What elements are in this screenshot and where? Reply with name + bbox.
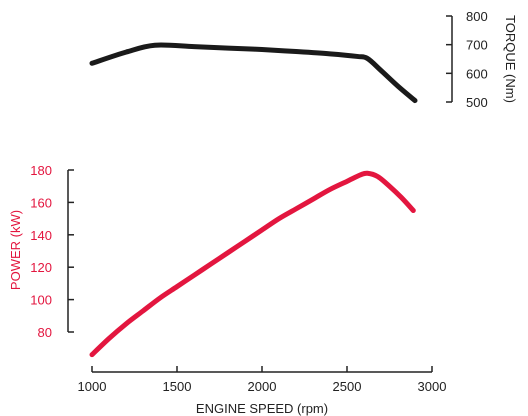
x-tick-label: 2000 — [248, 379, 277, 394]
x-tick-label: 3000 — [418, 379, 447, 394]
power-axis: 80 100 120 140 160 180 POWER (kW) — [8, 163, 74, 340]
torque-series-line — [89, 42, 418, 104]
x-tick-group: 1000 1500 2000 2500 3000 — [78, 366, 447, 394]
x-tick-label: 2500 — [333, 379, 362, 394]
power-axis-title: POWER (kW) — [8, 210, 23, 290]
x-axis-title: ENGINE SPEED (rpm) — [196, 401, 328, 416]
x-tick-label: 1000 — [78, 379, 107, 394]
power-tick-label: 120 — [30, 260, 52, 275]
power-tick-label: 160 — [30, 195, 52, 210]
power-tick-group: 80 100 120 140 160 180 — [30, 163, 74, 340]
power-tick-label: 180 — [30, 163, 52, 178]
torque-tick-label: 600 — [466, 66, 488, 81]
x-tick-label: 1500 — [163, 379, 192, 394]
x-axis: 1000 1500 2000 2500 3000 ENGINE SPEED (rpm) — [78, 366, 447, 416]
power-series-line — [89, 170, 416, 358]
torque-tick-label: 700 — [466, 38, 488, 53]
torque-axis: 500 600 700 800 TORQUE (Nm) — [446, 9, 518, 110]
torque-tick-group: 500 600 700 800 — [446, 9, 488, 110]
power-tick-label: 100 — [30, 293, 52, 308]
torque-axis-title: TORQUE (Nm) — [503, 15, 518, 103]
torque-tick-label: 500 — [466, 95, 488, 110]
power-tick-label: 140 — [30, 228, 52, 243]
torque-tick-label: 800 — [466, 9, 488, 24]
power-tick-label: 80 — [38, 325, 52, 340]
